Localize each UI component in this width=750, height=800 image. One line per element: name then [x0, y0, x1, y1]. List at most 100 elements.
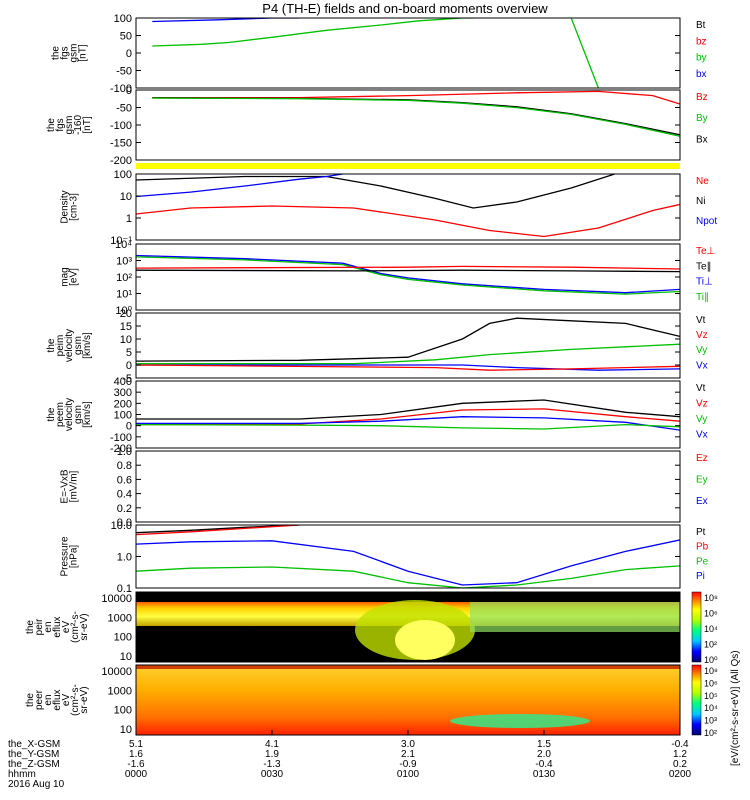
x-tick-label: 0030 [261, 769, 284, 780]
y-axis-label: the [46, 407, 57, 421]
y-tick-label: 1000 [108, 685, 132, 697]
legend-entry: Ne [696, 176, 709, 187]
y-axis-label: gsm [64, 116, 75, 135]
y-tick-label: 100 [114, 632, 132, 644]
series-Ni [136, 174, 615, 209]
y-axis-label: en [43, 694, 54, 705]
spectrogram-background [136, 665, 680, 735]
y-tick-label: -50 [116, 103, 132, 115]
series-bx [152, 18, 300, 23]
y-tick-label: -100 [110, 432, 132, 444]
legend-entry: Bt [696, 20, 706, 31]
series-group [136, 525, 680, 588]
ephemeris-value: 1.9 [265, 749, 279, 760]
colorbar-tick-label: 10⁴ [704, 624, 718, 634]
colorbar-tick-label: 10³ [704, 716, 717, 726]
y-tick-label: -50 [116, 66, 132, 78]
series-Vt [136, 399, 680, 420]
y-axis-label: [nT] [82, 116, 93, 133]
panel-density: 100 10 1 10⁻¹ Density[cm-3] Ne Ni Npot [60, 169, 718, 247]
spectrogram-blob [450, 714, 590, 728]
panel-frame [135, 591, 681, 663]
y-tick-label: -5 [122, 373, 132, 385]
legend-entry: Ni [696, 196, 705, 207]
y-axis-label: en [43, 621, 54, 632]
legend-entry: Npot [696, 216, 717, 227]
series-group [136, 254, 680, 295]
spectrogram-band [136, 665, 680, 669]
panel-pressure: 10.0 1.0 0.1 Pressure[nPa] Pt Pb Pe Pi [60, 520, 709, 595]
series-Ne [136, 203, 680, 238]
y-axis-label: [cm-3] [69, 193, 80, 221]
y-tick-label: 10000 [101, 593, 132, 605]
legend-entry: by [696, 53, 707, 64]
y-tick-label: 10000 [101, 666, 132, 678]
y-axis-label: [nT] [78, 44, 89, 61]
y-axis-label: gsm [73, 336, 84, 355]
y-tick-label: 10 [120, 191, 132, 203]
y-axis-label: peim [55, 335, 66, 357]
series-Pb [136, 525, 300, 536]
y-tick-label: 10¹ [116, 289, 132, 301]
series-Npot [136, 174, 343, 198]
series-Pi [136, 539, 680, 586]
y-tick-label: 1.0 [117, 552, 132, 564]
y-tick-label: 10² [116, 272, 132, 284]
y-tick-label: 300 [114, 387, 132, 399]
colorbar-tick-label: 10² [704, 640, 717, 650]
y-tick-label: 10 [120, 334, 132, 346]
y-axis-label: mag [60, 267, 71, 286]
y-axis-label: gsm [73, 405, 84, 424]
y-tick-label: 200 [114, 398, 132, 410]
series-Vy [136, 423, 680, 430]
y-tick-label: 100 [114, 13, 132, 25]
y-axis-label: [km/s] [82, 401, 93, 428]
series-by [152, 18, 474, 47]
legend-entry: Pb [696, 542, 709, 553]
y-tick-label: -100 [110, 120, 132, 132]
y-axis-label: [eV] [69, 268, 80, 286]
y-tick-label: 100 [114, 169, 132, 181]
y-tick-label: 0.1 [117, 583, 132, 595]
legend-entry: Bx [696, 134, 708, 145]
legend-entry: Ti⊥ [696, 277, 713, 288]
colorbar-tick-label: 10⁶ [704, 609, 718, 619]
series-group [136, 317, 680, 371]
colorbar-tick-label: 10⁶ [704, 678, 718, 688]
y-tick-label: 10 [120, 651, 132, 663]
colorbar [691, 591, 702, 663]
ephemeris-value: 3.0 [401, 739, 415, 750]
y-tick-label: 10.0 [111, 520, 132, 532]
y-tick-label: 1000 [108, 612, 132, 624]
y-tick-label: 0.4 [117, 489, 132, 501]
colorbar-label: [eV/(cm²-s-sr-eV)] (All Qs) [730, 650, 741, 766]
legend-entry: Ti∥ [696, 292, 709, 303]
y-tick-label: 20 [120, 308, 132, 320]
series-Bz [152, 90, 680, 105]
y-tick-label: 100 [114, 410, 132, 422]
legend-entry: Vy [696, 414, 707, 425]
x-tick-label: 0200 [669, 769, 692, 780]
panel-frame [135, 524, 681, 589]
x-tick-label: 0000 [125, 769, 148, 780]
series-Ti⊥ [136, 254, 680, 294]
legend-entry: Pt [696, 527, 706, 538]
ephemeris-value: -0.9 [399, 759, 417, 770]
y-tick-label: 0 [126, 421, 132, 433]
legend-entry: Vt [696, 315, 706, 326]
y-axis-label: sr-eV) [79, 613, 90, 640]
ephemeris-label: the_Z-GSM [8, 759, 60, 770]
y-axis-label: eV [61, 694, 72, 707]
y-axis-label: Density [60, 190, 71, 223]
ephemeris-value: 2.1 [401, 749, 415, 760]
y-tick-label: 400 [114, 376, 132, 388]
y-axis-label: E=-VxB [60, 469, 71, 504]
panel-frame [135, 243, 681, 311]
colorbar [691, 664, 702, 736]
y-axis-label: peir [34, 618, 45, 635]
y-axis-label: [nPa] [69, 545, 80, 569]
